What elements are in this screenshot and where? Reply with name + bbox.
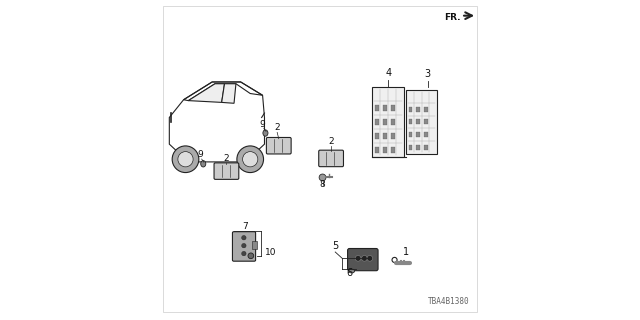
Ellipse shape <box>201 161 206 167</box>
Bar <box>424 145 428 150</box>
Text: 5: 5 <box>332 242 339 252</box>
Bar <box>390 119 394 125</box>
Bar <box>416 107 420 112</box>
Circle shape <box>178 152 193 167</box>
Bar <box>252 241 257 249</box>
Text: 1: 1 <box>403 247 409 257</box>
Circle shape <box>242 252 246 256</box>
Bar <box>424 119 428 124</box>
Text: 6: 6 <box>346 268 353 278</box>
Circle shape <box>367 255 372 261</box>
Circle shape <box>362 255 367 261</box>
Bar <box>383 119 387 125</box>
Polygon shape <box>221 84 236 103</box>
Circle shape <box>242 244 246 248</box>
Bar <box>375 119 379 125</box>
Bar <box>375 133 379 139</box>
Bar <box>383 105 387 111</box>
Bar <box>409 107 412 112</box>
Bar <box>424 132 428 137</box>
Ellipse shape <box>263 130 268 136</box>
Text: FR.: FR. <box>444 13 460 22</box>
Text: 8: 8 <box>319 180 325 189</box>
FancyBboxPatch shape <box>214 163 239 179</box>
Bar <box>406 90 436 154</box>
Bar <box>383 133 387 139</box>
Polygon shape <box>188 84 225 102</box>
Circle shape <box>237 146 264 172</box>
FancyBboxPatch shape <box>266 138 291 154</box>
Bar <box>390 105 394 111</box>
Text: 7: 7 <box>243 222 248 231</box>
Bar <box>424 107 428 112</box>
Text: 9: 9 <box>197 150 203 159</box>
Ellipse shape <box>319 174 326 181</box>
Ellipse shape <box>349 269 355 273</box>
Text: 9: 9 <box>259 120 265 129</box>
Text: 2: 2 <box>275 123 280 132</box>
Bar <box>416 119 420 124</box>
Text: TBA4B1380: TBA4B1380 <box>428 297 469 306</box>
Text: 2: 2 <box>328 137 334 146</box>
Bar <box>409 132 412 137</box>
Circle shape <box>242 236 246 240</box>
Text: 3: 3 <box>425 69 431 79</box>
Bar <box>390 133 394 139</box>
Bar <box>375 147 379 153</box>
FancyBboxPatch shape <box>319 150 344 167</box>
Text: 4: 4 <box>385 68 391 77</box>
Bar <box>372 87 404 157</box>
Bar <box>416 132 420 137</box>
Circle shape <box>243 152 258 167</box>
Bar <box>416 145 420 150</box>
Bar <box>409 119 412 124</box>
Bar <box>409 145 412 150</box>
Circle shape <box>172 146 199 172</box>
Bar <box>390 147 394 153</box>
FancyBboxPatch shape <box>348 249 378 271</box>
Circle shape <box>355 255 361 261</box>
Ellipse shape <box>248 253 253 259</box>
Bar <box>383 147 387 153</box>
Text: 10: 10 <box>266 248 277 257</box>
Bar <box>375 105 379 111</box>
Text: 2: 2 <box>223 154 229 163</box>
FancyBboxPatch shape <box>232 232 255 261</box>
